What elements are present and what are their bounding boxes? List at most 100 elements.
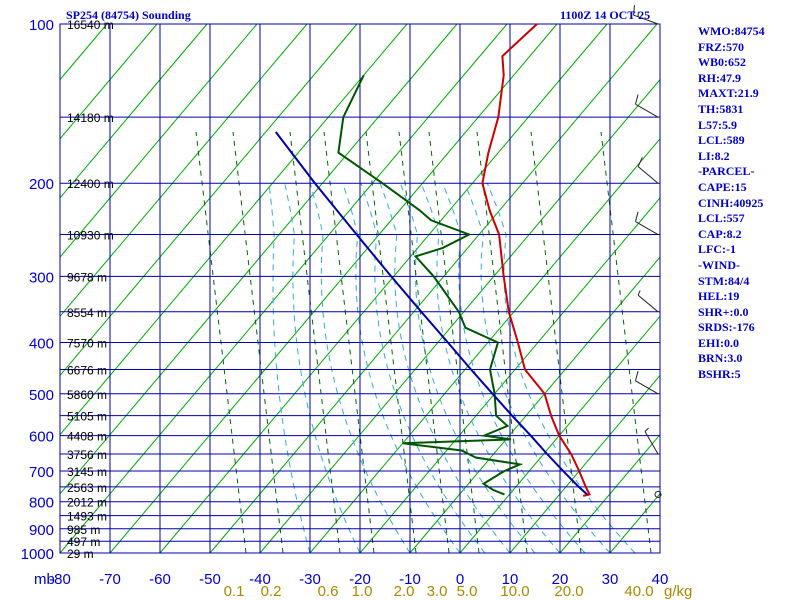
mixing-ratio-label: 5.0 <box>457 583 478 600</box>
height-label: 985 m <box>67 523 100 537</box>
temperature-tick-label: -50 <box>199 571 221 588</box>
moist-adiabat-line <box>268 183 311 554</box>
height-label: 8554 m <box>67 306 107 320</box>
pressure-tick-label: 400 <box>29 335 54 352</box>
isotherm-line <box>59 23 408 435</box>
height-label: 16540 m <box>67 18 114 32</box>
height-label: 12400 m <box>67 177 114 191</box>
height-label: 4408 m <box>67 430 107 444</box>
wind-barb-flag <box>635 94 639 105</box>
mixing-ratio-label: 2.0 <box>394 583 415 600</box>
pressure-tick-label: 700 <box>29 464 54 481</box>
height-label: 9678 m <box>67 270 107 284</box>
height-label: 2563 m <box>67 481 107 495</box>
height-label: 5860 m <box>67 388 107 402</box>
stat-line: RH:47.9 <box>698 70 741 85</box>
isotherm-line <box>59 23 208 199</box>
isotherm-line <box>59 23 508 554</box>
stat-line: L57:5.9 <box>698 117 737 132</box>
stat-line: TH:5831 <box>698 101 744 116</box>
height-label: 1493 m <box>67 510 107 524</box>
wind-barb-staff <box>635 380 659 395</box>
moist-adiabat-lines <box>268 183 636 554</box>
temperature-tick-label: 40 <box>652 571 669 588</box>
pressure-tick-label: 600 <box>29 429 54 446</box>
stat-line: WB0:652 <box>698 55 746 70</box>
pressure-tick-label: 500 <box>29 387 54 404</box>
mixing-ratio-unit: g/kg <box>664 583 692 600</box>
height-label: 14180 m <box>67 111 114 125</box>
wind-barb-staff <box>637 166 659 184</box>
grid-lines <box>59 23 661 554</box>
isotherm-line <box>409 256 661 554</box>
height-label: 6676 m <box>67 364 107 378</box>
isotherm-line <box>609 493 661 554</box>
moist-adiabat-line <box>486 183 636 554</box>
stat-line: SHR+:0.0 <box>698 304 749 319</box>
temperature-tick-label: 0 <box>456 571 464 588</box>
stat-line: MAXT:21.9 <box>698 86 759 101</box>
wind-barb-flag <box>637 290 641 296</box>
isotherm-line <box>309 138 661 554</box>
pressure-unit-label: mb <box>34 571 55 588</box>
moist-adiabat-line <box>442 183 586 554</box>
isotherm-line <box>59 23 108 80</box>
moist-adiabat-line <box>399 183 536 554</box>
mixing-ratio-label: 0.2 <box>261 583 282 600</box>
pressure-tick-label: 1000 <box>21 546 54 563</box>
stat-line: STM:84/4 <box>698 273 750 288</box>
height-label: 2012 m <box>67 496 107 510</box>
stat-line: -PARCEL- <box>698 164 755 179</box>
temperature-tick-label: 30 <box>602 571 619 588</box>
stat-line: FRZ:570 <box>698 39 744 54</box>
temperature-tick-label: 20 <box>552 571 569 588</box>
temperature-tick-label: 10 <box>502 571 519 588</box>
temperature-line <box>481 23 591 497</box>
temperature-tick-label: -40 <box>249 571 271 588</box>
stat-line: SRDS:-176 <box>698 320 755 335</box>
pressure-tick-label: 300 <box>29 269 54 286</box>
wind-barb-staff <box>635 221 659 235</box>
chart-time: 1100Z 14 OCT 25 <box>560 8 651 22</box>
height-label: 7570 m <box>67 336 107 350</box>
moist-adiabat-line <box>360 183 486 554</box>
mixing-ratio-labels: 0.1 0.2 0.6 1.0 2.0 3.0 5.0 10.0 20.0 40.0 g/kg <box>224 583 693 600</box>
temperature-tick-label: -30 <box>299 571 321 588</box>
chart-title: SP254 (84754) Sounding <box>66 8 191 22</box>
dewpoint-line <box>337 74 524 496</box>
stat-line: WMO:84754 <box>698 24 765 38</box>
height-label: 3756 m <box>67 448 107 462</box>
isotherm-line <box>59 23 258 258</box>
pressure-tick-label: 100 <box>29 17 54 34</box>
wind-barb-flag <box>637 157 643 167</box>
isotherm-line <box>59 23 158 140</box>
calm-wind-marker <box>654 490 662 498</box>
parcel-line <box>275 131 588 496</box>
moist-adiabat-line <box>309 183 411 554</box>
mixing-ratio-label: 0.1 <box>224 583 245 600</box>
isotherm-line <box>59 23 308 317</box>
isotherm-line <box>109 23 558 554</box>
wind-barb-staff <box>637 294 659 313</box>
stat-line: HEL:19 <box>698 289 740 304</box>
pressure-tick-label: 800 <box>29 495 54 512</box>
isotherm-line <box>209 23 658 554</box>
wind-barb-flag <box>633 5 635 16</box>
height-label: 3145 m <box>67 465 107 479</box>
sounding-series <box>275 23 591 497</box>
pressure-tick-labels: 100 200 300 400 500 600 700 800 900 1000 mb <box>21 17 55 588</box>
pressure-tick-label: 900 <box>29 522 54 539</box>
height-label: 497 m <box>67 535 100 549</box>
temperature-tick-label: -80 <box>49 571 71 588</box>
stat-line: -WIND- <box>698 257 740 272</box>
stat-line: CAP:8.2 <box>698 226 742 241</box>
height-label: 10930 m <box>67 229 114 243</box>
stat-line: EHI:0.0 <box>698 335 740 350</box>
temperature-tick-label: -20 <box>349 571 371 588</box>
stats-panel: WMO:84754 FRZ:570 WB0:652 RH:47.9 MAXT:21.9 T… <box>698 24 798 383</box>
moist-adiabat-line <box>464 183 611 554</box>
height-labels: 16540 m 14180 m 12400 m 10930 m 9678 m 8554 m… <box>67 18 114 561</box>
isotherm-line <box>159 23 608 554</box>
temperature-tick-label: -70 <box>99 571 121 588</box>
